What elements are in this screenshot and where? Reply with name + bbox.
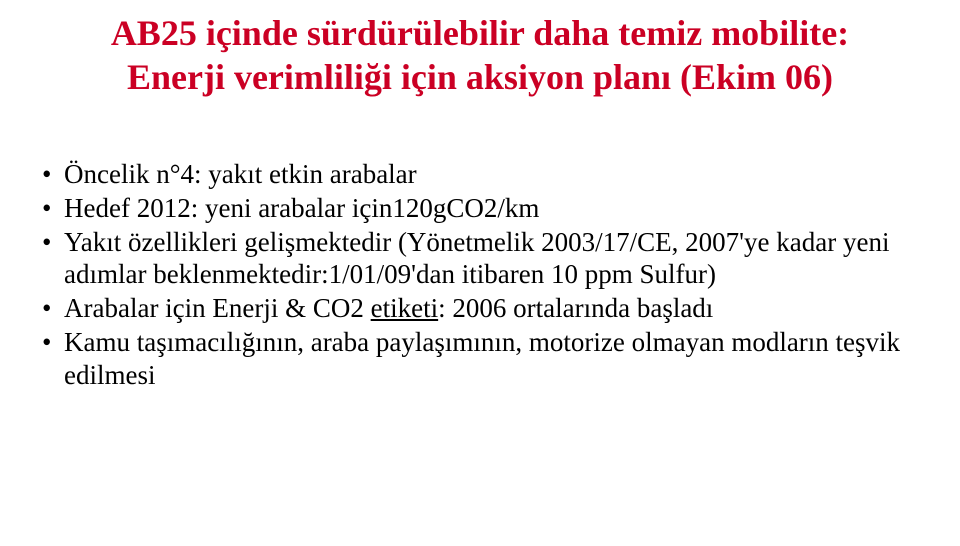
bullet-text-post: : 2006 ortalarında başladı xyxy=(438,293,713,323)
bullet-text: Hedef 2012: yeni arabalar için120gCO2/km xyxy=(64,193,539,223)
bullet-list: Öncelik n°4: yakıt etkin arabalar Hedef … xyxy=(34,158,926,391)
bullet-item: Arabalar için Enerji & CO2 etiketi: 2006… xyxy=(34,292,926,324)
bullet-item: Öncelik n°4: yakıt etkin arabalar xyxy=(34,158,926,190)
title-line-2: Enerji verimliliği için aksiyon planı (E… xyxy=(34,56,926,100)
bullet-text: Yakıt özellikleri gelişmektedir (Yönetme… xyxy=(64,227,889,289)
bullet-item: Hedef 2012: yeni arabalar için120gCO2/km xyxy=(34,192,926,224)
bullet-text: Öncelik n°4: yakıt etkin arabalar xyxy=(64,159,417,189)
slide-title: AB25 içinde sürdürülebilir daha temiz mo… xyxy=(34,12,926,100)
slide: AB25 içinde sürdürülebilir daha temiz mo… xyxy=(0,0,960,546)
bullet-text-pre: Arabalar için Enerji & CO2 xyxy=(64,293,371,323)
title-line-1: AB25 içinde sürdürülebilir daha temiz mo… xyxy=(34,12,926,56)
bullet-item: Yakıt özellikleri gelişmektedir (Yönetme… xyxy=(34,226,926,290)
bullet-item: Kamu taşımacılığının, araba paylaşımının… xyxy=(34,326,926,390)
bullet-text-underlined: etiketi xyxy=(371,293,438,323)
bullet-text: Kamu taşımacılığının, araba paylaşımının… xyxy=(64,327,900,389)
